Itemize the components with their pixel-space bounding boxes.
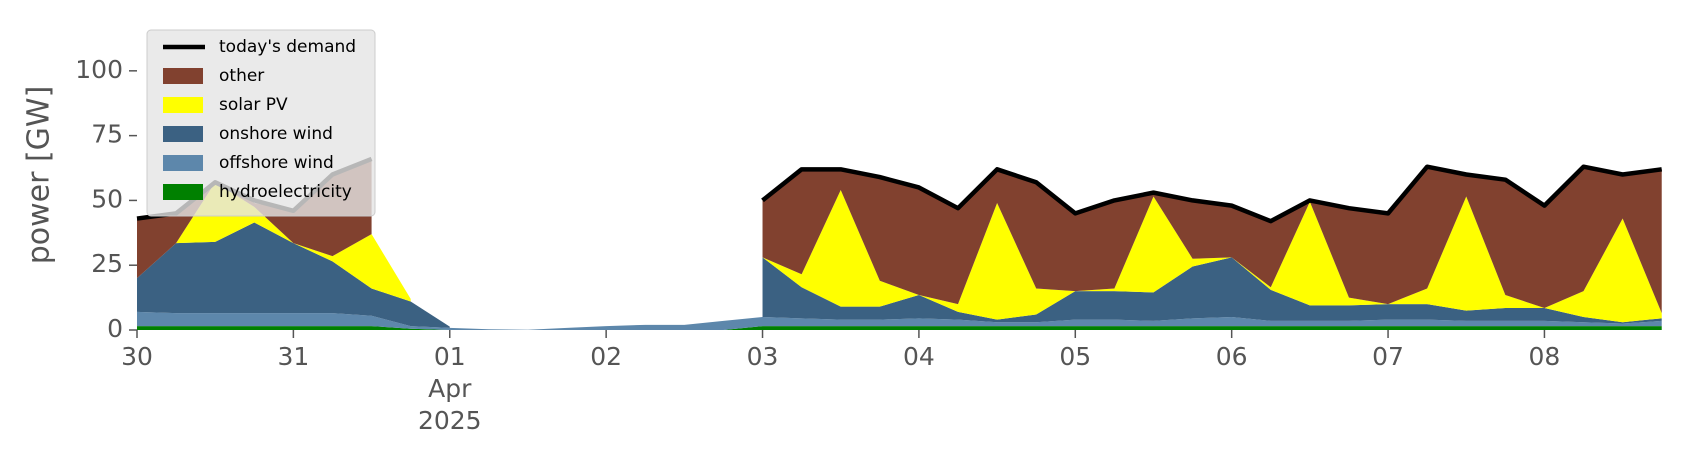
legend-label: solar PV <box>219 95 288 115</box>
x-tick-label: 05 <box>1059 342 1091 371</box>
area-0 <box>137 326 1662 330</box>
x-tick-label: 02 <box>590 342 622 371</box>
area-1 <box>137 311 1662 330</box>
x-tick-label: 08 <box>1529 342 1561 371</box>
legend-swatch <box>163 97 203 113</box>
x-tick-label: 31 <box>277 342 309 371</box>
x-tick-month: Apr <box>428 374 472 403</box>
x-tick-label: 01 <box>434 342 466 371</box>
y-tick-label: 25 <box>91 249 123 278</box>
x-tick-label: 04 <box>903 342 935 371</box>
legend-swatch <box>163 68 203 84</box>
area-3 <box>137 182 1662 323</box>
legend-swatch <box>163 155 203 171</box>
legend-label: onshore wind <box>219 124 333 144</box>
area-2 <box>137 222 1662 328</box>
legend: today's demand other solar PV onshore wind o… <box>146 29 376 217</box>
legend-label: offshore wind <box>219 153 334 173</box>
y-tick-label: 100 <box>75 55 123 84</box>
area-4 <box>137 158 1662 314</box>
y-tick-label: 50 <box>91 184 123 213</box>
legend-swatch <box>163 184 203 200</box>
x-tick-label: 06 <box>1216 342 1248 371</box>
y-axis-label: power [GW] <box>22 86 57 265</box>
y-tick-label: 0 <box>107 314 123 343</box>
legend-swatch <box>163 126 203 142</box>
x-tick-label: 30 <box>121 342 153 371</box>
x-tick-label: 03 <box>747 342 779 371</box>
legend-label: other <box>219 66 264 86</box>
y-tick-label: 75 <box>91 120 123 149</box>
x-tick-year: 2025 <box>418 406 482 435</box>
legend-label: hydroelectricity <box>219 182 352 202</box>
x-tick-label: 07 <box>1372 342 1404 371</box>
legend-box <box>146 29 376 217</box>
legend-label: today's demand <box>219 37 356 57</box>
